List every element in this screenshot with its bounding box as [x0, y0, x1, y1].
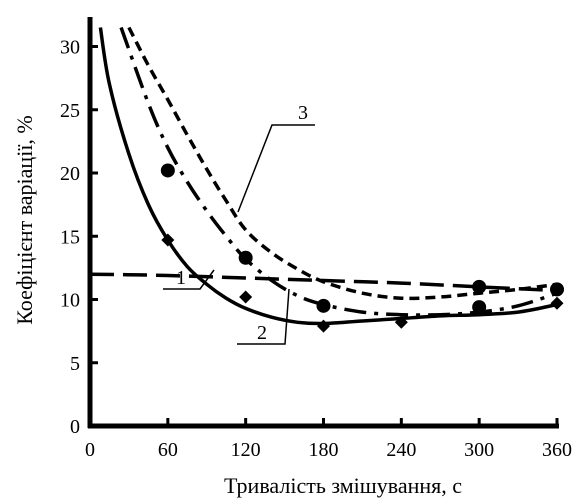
data-point-diamond — [317, 319, 330, 333]
leader-line-1 — [163, 269, 215, 290]
data-point-circle — [160, 163, 175, 178]
y-tick-label-10: 10 — [60, 290, 80, 312]
leader-line-3 — [237, 124, 315, 213]
x-tick-label-0: 0 — [85, 439, 95, 461]
x-tick-label-360: 360 — [542, 439, 572, 461]
data-point-circle — [238, 250, 253, 265]
x-tick-label-180: 180 — [309, 439, 339, 461]
y-tick-label-5: 5 — [70, 353, 80, 375]
data-point-circle — [472, 279, 487, 294]
curve-labels: 1 2 3 — [163, 102, 315, 345]
x-tick-label-300: 300 — [464, 439, 494, 461]
data-point-circle — [316, 298, 331, 313]
y-tick-label-25: 25 — [60, 100, 80, 122]
data-point-diamond — [550, 296, 564, 310]
data-point-circle — [472, 300, 487, 315]
x-tick-label-120: 120 — [231, 439, 261, 461]
y-tick-label-20: 20 — [60, 163, 80, 185]
y-tick-label-30: 30 — [60, 37, 80, 59]
data-point-diamond — [161, 233, 175, 247]
curve-3-short-dash — [127, 26, 557, 301]
x-axis-title: Тривалість змішування, с — [224, 473, 462, 498]
axes: 0 60 120 180 240 300 360 0 5 10 15 20 25 30 — [60, 17, 572, 461]
curve-2-dash-dot — [119, 26, 557, 317]
curves — [90, 26, 557, 326]
leader-line-2 — [237, 288, 290, 345]
data-point-diamond — [239, 290, 253, 304]
curve-label-1: 1 — [176, 267, 186, 289]
y-axis-title: Коефіцієнт варіації, % — [12, 115, 37, 325]
curve-label-2: 2 — [257, 322, 267, 344]
y-tick-label-15: 15 — [60, 226, 80, 248]
curve-label-3: 3 — [298, 102, 308, 124]
markers — [160, 163, 564, 333]
x-tick-label-240: 240 — [386, 439, 416, 461]
data-point-circle — [550, 282, 564, 297]
y-tick-label-0: 0 — [70, 416, 80, 438]
x-tick-label-60: 60 — [158, 439, 178, 461]
data-point-diamond — [394, 315, 408, 329]
